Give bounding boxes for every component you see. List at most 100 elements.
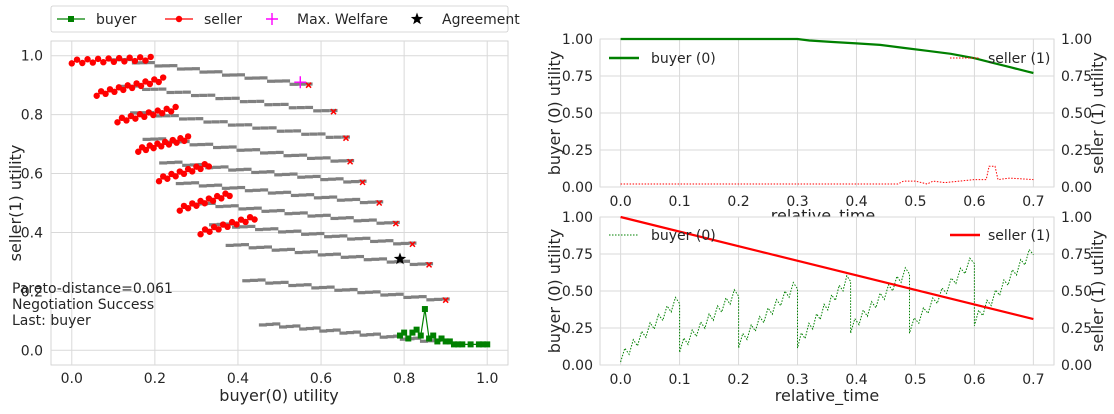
seller-offer-row [135,133,192,155]
seller-offer [226,192,233,200]
annotation-status: Negotiation Success [12,297,154,313]
seller-offer [176,207,183,214]
outcome-mark [248,99,257,104]
buyer-offer [438,335,445,342]
grid [600,216,1054,366]
outcome-mark [352,330,361,334]
outcome-mark [227,123,236,127]
outcome-end-marker [342,135,350,142]
legend-buyer-label: buyer (0) [651,228,716,244]
seller-offer [242,218,249,226]
x-tick-label: 0.3 [786,194,808,210]
seller-offer [135,148,142,155]
outcome-mark [393,242,402,246]
outcome-row [130,110,350,142]
seller-offer [218,195,225,202]
outcome-mark [341,135,350,139]
x-tick-label: 0.0 [61,371,83,387]
outcome-mark [158,137,167,141]
outcome-mark [308,232,317,236]
y-tick-label: 0.2 [21,284,43,300]
outcome-mark [258,170,267,174]
outcome-mark [223,204,232,208]
seller-offer [132,115,139,122]
seller-offer [164,175,171,182]
seller-offer [123,117,130,124]
outcome-mark [221,73,230,77]
buyer-offer [430,332,437,339]
outcome-mark [281,172,290,177]
legend-label: Agreement [442,12,520,28]
outcome-row [117,84,338,115]
outcome-mark [372,290,381,294]
seller-offer [158,143,165,150]
outcome-mark [213,145,222,150]
seller-offer-row [155,160,213,185]
legend-buyer: buyer (0) [609,51,716,67]
outcome-mark [205,142,214,146]
seller-offer [68,60,75,67]
x-tick-label: 0.0 [610,194,632,210]
outcome-mark [331,234,340,238]
buyer-offer [409,329,416,336]
outcome-mark [354,237,363,241]
outcome-mark [364,290,373,294]
tick-labels: 0.0 0.1 0.2 0.3 0.4 0.5 0.6 0.7 0.00 0.00 0.25 0.25… [562,32,1092,210]
outcome-mark [391,220,400,225]
outcome-mark [409,262,418,267]
seller-offer [197,165,204,173]
x-tick-label: 0.2 [144,371,166,387]
outcome-row [242,278,450,304]
outcome-mark [207,93,216,97]
seller-offer [114,119,121,126]
outcome-mark [191,67,200,71]
legend-seller: seller (1) [950,228,1050,244]
buyer-offer [467,341,474,348]
seller-offer [121,58,128,65]
outcome-mark [352,197,361,202]
outcome-mark [231,96,240,100]
seller-offer [84,56,91,63]
outcome-mark [325,135,334,139]
outcome-mark [325,328,334,333]
outcome-mark [367,200,376,204]
outcome-mark [244,189,253,193]
outcome-mark [182,163,191,167]
outcome-mark [269,209,278,213]
outcome-mark [283,190,292,194]
legend-item-buyer: buyer [57,12,137,28]
outcome-mark [267,191,276,195]
y-tick-label: 0.50 [562,106,593,122]
seller-offer [159,74,167,81]
outcome-mark [265,322,274,327]
outcome-mark [345,216,354,220]
outcome-mark [340,255,349,259]
outcome-mark [339,331,348,335]
buyer-offer-path [396,306,491,348]
outcome-mark [377,239,386,243]
outcome-mark [246,206,255,211]
outcome-mark [362,236,371,240]
outcome-end-marker [330,108,337,115]
outcome-mark [322,213,331,217]
outcome-mark [338,216,347,220]
outcome-mark [130,111,139,115]
x-tick-label: 0.6 [963,372,985,388]
y-tick-label-right: 0.25 [1061,143,1092,159]
outcome-mark [299,327,308,331]
seller-offer [150,111,157,119]
y-tick-label: 0.75 [562,69,593,85]
outcome-end-marker [442,297,449,304]
seller-offer [105,55,112,62]
y-tick-label: 0.50 [562,284,593,300]
y-axis-label-right: seller (1) utility [1088,230,1107,352]
outcome-mark [313,196,322,200]
buyer-offer [442,338,449,345]
outcome-mark [387,293,396,297]
outcome-mark [386,335,395,339]
outcome-mark [206,183,215,188]
seller-offer [100,59,107,66]
x-axis-label: buyer(0) utility [219,386,338,405]
